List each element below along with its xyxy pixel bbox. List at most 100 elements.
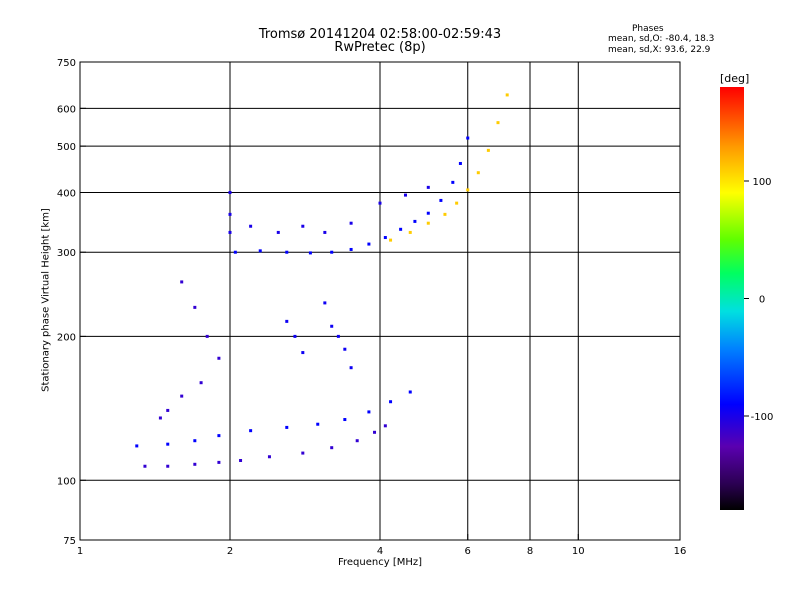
data-point [399, 227, 403, 231]
data-point [389, 238, 393, 242]
data-point [367, 242, 371, 246]
phases-heading: Phases [632, 24, 664, 34]
y-tick-label: 300 [57, 248, 76, 259]
data-point [285, 319, 289, 323]
y-tick-label: 75 [63, 536, 76, 547]
y-tick-label: 400 [57, 188, 76, 199]
y-tick-label: 100 [57, 476, 76, 487]
data-point [476, 171, 480, 175]
data-point [316, 422, 320, 426]
x-tick-label: 8 [527, 546, 533, 557]
y-tick-label: 500 [57, 142, 76, 153]
axis-ticks: 1 2 4 6 8 10 16 75 100 200 300 400 500 600 750 [57, 58, 686, 557]
y-tick-label: 600 [57, 104, 76, 115]
data-point [205, 334, 209, 338]
data-point [193, 439, 197, 443]
data-point [180, 394, 184, 398]
data-point [466, 188, 470, 192]
data-point [349, 366, 353, 370]
x-tick-label: 6 [465, 546, 471, 557]
data-point [330, 250, 334, 254]
data-point [217, 434, 221, 438]
data-point [323, 301, 327, 305]
data-point [408, 390, 412, 394]
colorbar-label: [deg] [720, 72, 750, 85]
data-point [193, 462, 197, 466]
x-tick-label: 16 [674, 546, 687, 557]
phases-o-label: mean, sd,O: [608, 34, 663, 44]
data-point [228, 190, 232, 194]
grid-lines [80, 62, 680, 540]
y-tick-label: 750 [57, 58, 76, 69]
data-point [228, 230, 232, 234]
data-point [403, 193, 407, 197]
data-point [383, 236, 387, 240]
data-point [199, 381, 203, 385]
data-point [135, 444, 139, 448]
data-point [378, 201, 382, 205]
data-point [355, 439, 359, 443]
x-tick-label: 4 [377, 546, 383, 557]
phases-x-values: 93.6, 22.9 [664, 45, 711, 55]
phases-x-stats: mean, sd,X: 93.6, 22.9 [608, 45, 710, 55]
data-point [301, 351, 305, 355]
data-point [301, 224, 305, 228]
data-point [323, 230, 327, 234]
data-point [258, 249, 262, 253]
data-point [308, 251, 312, 255]
data-point [293, 334, 297, 338]
data-point [249, 429, 253, 433]
data-point [373, 430, 377, 434]
chart-title: Tromsø 20141204 02:58:00-02:59:43 [258, 27, 502, 42]
phases-o-stats: mean, sd,O: -80.4, 18.3 [608, 34, 714, 44]
y-tick-label: 200 [57, 332, 76, 343]
data-point [330, 324, 334, 328]
data-point [439, 198, 443, 202]
data-point [367, 410, 371, 414]
chart-subtitle: RwPretec (8p) [334, 40, 426, 55]
data-point [166, 442, 170, 446]
data-point [466, 136, 470, 140]
data-point [426, 211, 430, 215]
colorbar-tick-label: 100 [752, 177, 771, 188]
data-point [228, 212, 232, 216]
x-tick-label: 10 [572, 546, 585, 557]
data-point [180, 280, 184, 284]
colorbar-tick-label: -100 [751, 412, 774, 423]
data-point [217, 356, 221, 360]
data-point [426, 221, 430, 225]
colorbar-tick-label: 0 [759, 295, 765, 306]
colorbar-ticks: 100 0 -100 [744, 177, 773, 423]
data-point [267, 455, 271, 459]
data-point [383, 424, 387, 428]
data-point [285, 250, 289, 254]
data-point [343, 347, 347, 351]
data-point [166, 464, 170, 468]
data-point [408, 230, 412, 234]
data-point [166, 408, 170, 412]
data-point [276, 230, 280, 234]
x-tick-label: 1 [77, 546, 83, 557]
data-point [389, 400, 393, 404]
data-point [349, 247, 353, 251]
data-point [193, 305, 197, 309]
colorbar [720, 87, 744, 510]
x-tick-label: 2 [227, 546, 233, 557]
data-point [413, 219, 417, 223]
data-point [496, 121, 500, 125]
data-point [285, 425, 289, 429]
data-point [451, 180, 455, 184]
data-point [443, 212, 447, 216]
data-point [426, 185, 430, 189]
phases-x-label: mean, sd,X: [608, 45, 662, 55]
data-point [301, 451, 305, 455]
data-point [486, 148, 490, 152]
data-point [158, 416, 162, 420]
data-point [343, 418, 347, 422]
phases-o-values: -80.4, 18.3 [665, 34, 715, 44]
data-point [249, 224, 253, 228]
data-point [336, 334, 340, 338]
data-point [458, 161, 462, 165]
data-point [330, 446, 334, 450]
